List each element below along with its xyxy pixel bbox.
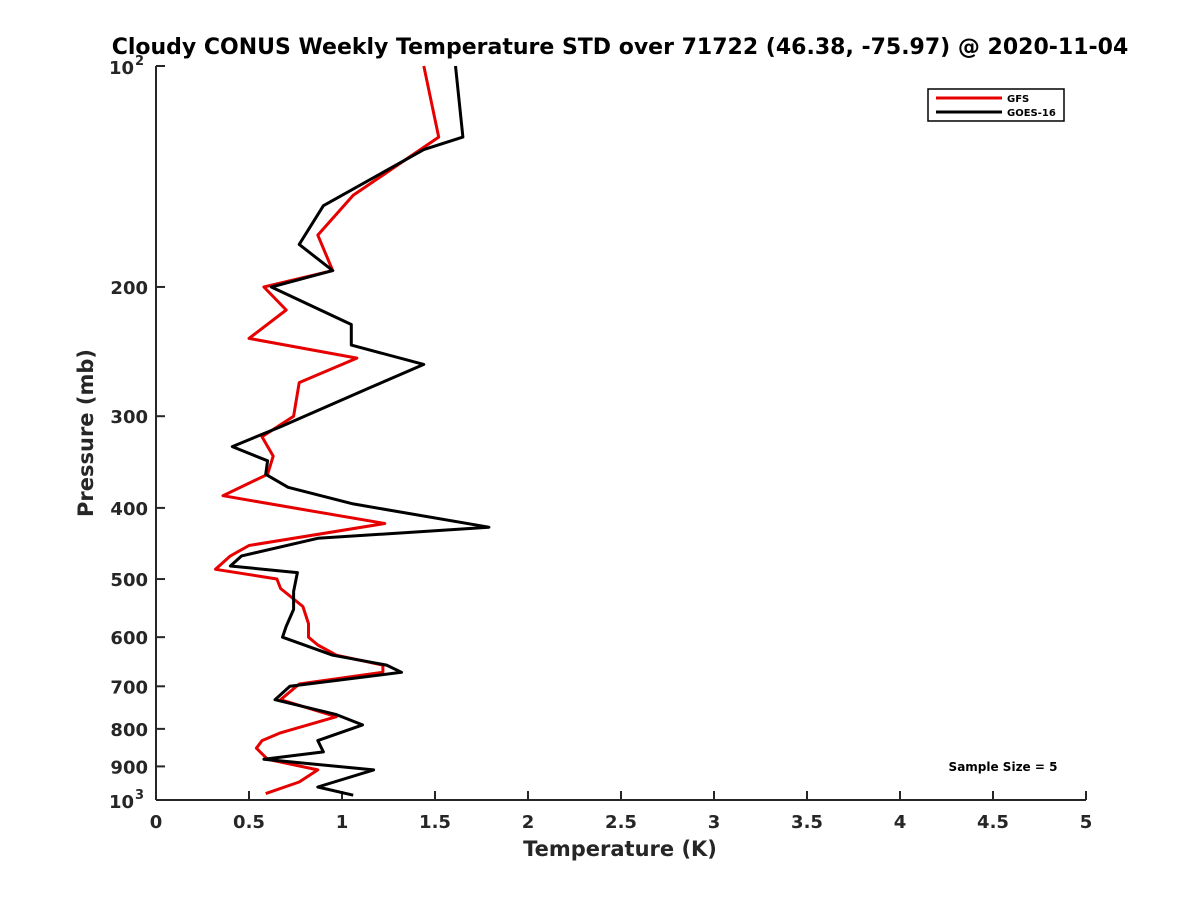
series-line-gfs xyxy=(214,65,441,796)
y-tick-label: 200 xyxy=(110,278,148,299)
x-axis-label: Temperature (K) xyxy=(523,837,717,861)
series-group xyxy=(214,65,491,797)
chart-title: Cloudy CONUS Weekly Temperature STD over… xyxy=(112,35,1129,60)
y-tick-label-log: 10 xyxy=(109,792,134,813)
sample-size-annotation: Sample Size = 5 xyxy=(949,760,1058,774)
x-tick-label: 3 xyxy=(708,812,721,833)
y-axis-label: Pressure (mb) xyxy=(74,349,98,517)
x-tick-label: 5 xyxy=(1080,812,1093,833)
y-tick-label: 800 xyxy=(110,720,148,741)
legend: GFS GOES-16 xyxy=(927,88,1065,122)
series-line-goes-16 xyxy=(228,65,491,797)
y-tick-label-exponent: 2 xyxy=(135,54,144,69)
x-tick-label: 0.5 xyxy=(233,812,265,833)
x-tick-label: 0 xyxy=(150,812,163,833)
legend-label: GFS xyxy=(1007,94,1029,105)
x-tick-label: 1.5 xyxy=(419,812,451,833)
x-tick-label: 3.5 xyxy=(791,812,823,833)
x-tick-label: 4.5 xyxy=(977,812,1009,833)
x-tick-label: 4 xyxy=(894,812,907,833)
y-tick-label: 700 xyxy=(110,677,148,698)
x-tick-label: 2 xyxy=(522,812,535,833)
legend-label: GOES-16 xyxy=(1007,108,1056,119)
x-tick-label: 2.5 xyxy=(605,812,637,833)
x-axis-ticks: 0 0.5 1 1.5 2 2.5 3 3.5 4 4.5 5 xyxy=(150,791,1093,833)
y-tick-label: 500 xyxy=(110,570,148,591)
y-tick-label: 900 xyxy=(110,757,148,778)
y-tick-label: 600 xyxy=(110,628,148,649)
legend-box xyxy=(927,88,1065,122)
y-tick-label: 400 xyxy=(110,499,148,520)
x-tick-label: 1 xyxy=(336,812,349,833)
y-tick-label-log: 10 xyxy=(109,58,134,79)
y-tick-label-exponent: 3 xyxy=(135,788,144,803)
y-tick-label: 300 xyxy=(110,407,148,428)
